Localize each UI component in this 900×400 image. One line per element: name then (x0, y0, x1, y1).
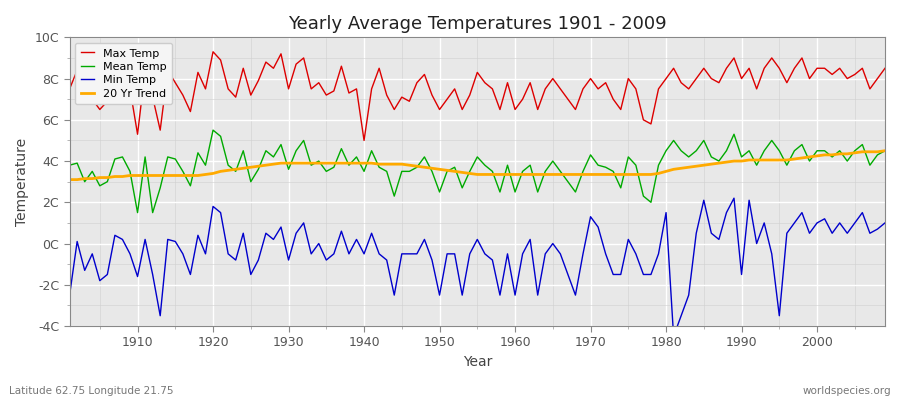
Mean Temp (525, 163, 535, 168)
20 Yr Trend (336, 161, 346, 166)
20 Yr Trend (600, 172, 611, 177)
Mean Temp (879, 148, 890, 153)
Min Temp (124, 252, 135, 256)
20 Yr Trend (502, 172, 513, 177)
Mean Temp (208, 128, 219, 132)
Line: Min Temp: Min Temp (69, 198, 885, 336)
Min Temp (64, 293, 75, 298)
Y-axis label: Temperature: Temperature (15, 138, 29, 226)
Line: Max Temp: Max Temp (69, 52, 885, 140)
Max Temp (358, 138, 369, 143)
20 Yr Trend (124, 173, 135, 178)
20 Yr Trend (509, 172, 520, 177)
Max Temp (298, 56, 309, 60)
Mean Temp (351, 154, 362, 159)
Line: 20 Yr Trend: 20 Yr Trend (69, 151, 885, 180)
Min Temp (729, 196, 740, 200)
Mean Temp (64, 163, 75, 168)
Min Temp (502, 252, 513, 256)
Legend: Max Temp, Mean Temp, Min Temp, 20 Yr Trend: Max Temp, Mean Temp, Min Temp, 20 Yr Tre… (76, 43, 172, 104)
Max Temp (344, 91, 355, 96)
Max Temp (616, 107, 626, 112)
Mean Temp (518, 169, 528, 174)
Max Temp (879, 66, 890, 71)
Line: Mean Temp: Mean Temp (69, 130, 885, 213)
Min Temp (879, 220, 890, 225)
Text: Latitude 62.75 Longitude 21.75: Latitude 62.75 Longitude 21.75 (9, 386, 174, 396)
Max Temp (208, 49, 219, 54)
Min Temp (336, 229, 346, 234)
20 Yr Trend (291, 161, 302, 166)
Min Temp (600, 252, 611, 256)
Max Temp (124, 86, 135, 91)
Mean Temp (306, 163, 317, 168)
X-axis label: Year: Year (463, 355, 492, 369)
Min Temp (668, 334, 679, 339)
Title: Yearly Average Temperatures 1901 - 2009: Yearly Average Temperatures 1901 - 2009 (288, 15, 667, 33)
Max Temp (518, 97, 528, 102)
20 Yr Trend (64, 177, 75, 182)
Mean Temp (132, 210, 143, 215)
Mean Temp (616, 186, 626, 190)
Max Temp (525, 80, 535, 85)
Text: worldspecies.org: worldspecies.org (803, 386, 891, 396)
Max Temp (64, 86, 75, 91)
Min Temp (291, 231, 302, 236)
Mean Temp (124, 169, 135, 174)
20 Yr Trend (879, 148, 890, 153)
Min Temp (509, 293, 520, 298)
